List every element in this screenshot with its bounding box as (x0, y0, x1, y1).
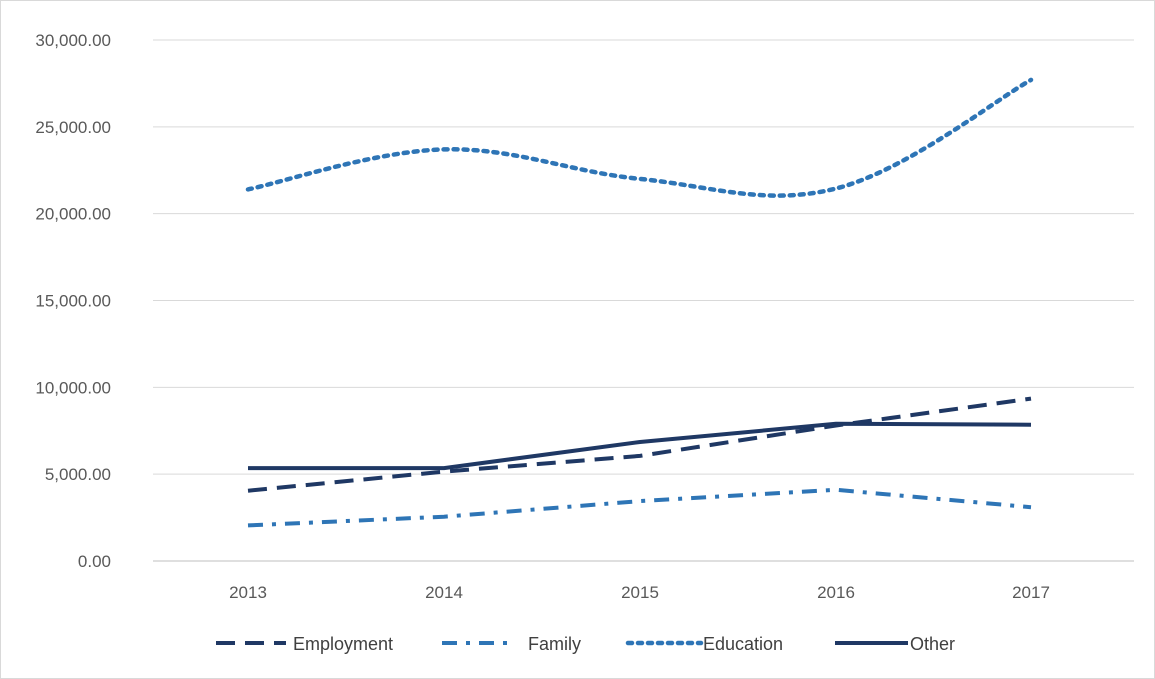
data-point-other (245, 465, 251, 471)
y-tick-label: 20,000.00 (35, 205, 111, 224)
y-tick-label: 30,000.00 (35, 31, 111, 50)
data-point-other (637, 439, 643, 445)
legend: Employment Family Education Other (216, 634, 955, 654)
y-tick-label: 5,000.00 (45, 465, 111, 484)
y-tick-label: 10,000.00 (35, 378, 111, 397)
legend-label: Family (528, 634, 581, 654)
data-point-family (1028, 504, 1034, 510)
legend-item-other: Other (835, 634, 955, 654)
y-tick-label: 0.00 (78, 552, 111, 571)
data-point-family (441, 514, 447, 520)
y-tick-label: 25,000.00 (35, 118, 111, 137)
data-point-education (441, 146, 447, 152)
x-tick-label: 2015 (621, 583, 659, 602)
legend-label: Other (910, 634, 955, 654)
gridlines (153, 39, 1134, 562)
x-axis-ticks: 2013 2014 2015 2016 2017 (229, 583, 1050, 602)
data-point-education (1028, 77, 1034, 83)
legend-item-employment: Employment (216, 634, 393, 654)
legend-label: Education (703, 634, 783, 654)
x-tick-label: 2013 (229, 583, 267, 602)
data-point-employment (637, 453, 643, 459)
data-point-family (245, 522, 251, 528)
series-line-family (247, 487, 1032, 528)
data-point-education (245, 186, 251, 192)
series-line-education (245, 77, 1034, 198)
data-point-other (1028, 422, 1034, 428)
y-tick-label: 15,000.00 (35, 292, 111, 311)
data-point-employment (1028, 396, 1034, 402)
data-point-other (833, 421, 839, 427)
x-tick-label: 2014 (425, 583, 463, 602)
legend-item-education: Education (625, 634, 783, 654)
data-point-education (637, 176, 643, 182)
x-tick-label: 2016 (817, 583, 855, 602)
series-line-employment (247, 396, 1032, 493)
data-point-other (441, 465, 447, 471)
legend-item-family: Family (442, 634, 581, 654)
series-line-other (248, 421, 1032, 471)
legend-label: Employment (293, 634, 393, 654)
series-lines (245, 77, 1034, 528)
data-point-employment (245, 488, 251, 494)
data-point-family (637, 498, 643, 504)
y-axis-ticks: 0.00 5,000.00 10,000.00 15,000.00 20,000.00 2… (35, 31, 111, 571)
x-tick-label: 2017 (1012, 583, 1050, 602)
data-point-family (833, 487, 839, 493)
data-point-education (833, 185, 839, 191)
